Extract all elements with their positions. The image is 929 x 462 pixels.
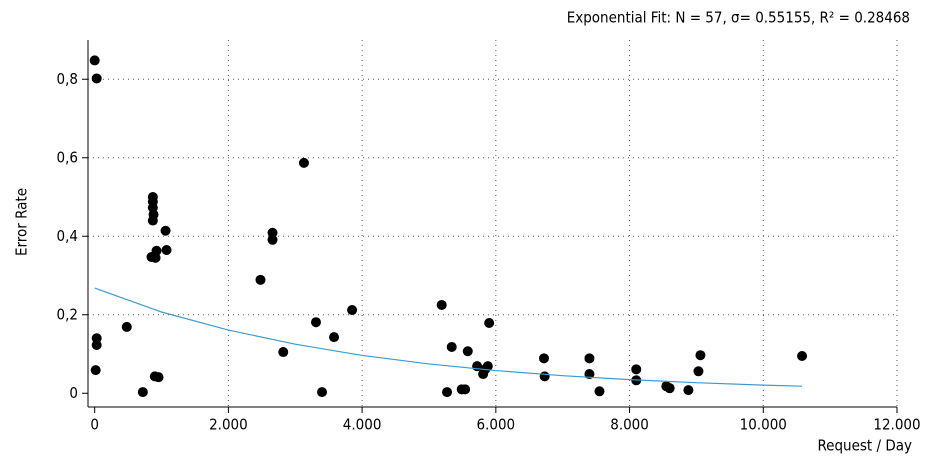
point bbox=[255, 274, 266, 285]
x-tick-label: 4.000 bbox=[343, 416, 382, 434]
point bbox=[91, 339, 102, 350]
x-tick-label: 0 bbox=[90, 416, 99, 434]
y-tick-label: 0,4 bbox=[57, 227, 78, 245]
chart-title: Exponential Fit: N = 57, σ= 0.55155, R² … bbox=[567, 9, 910, 27]
point bbox=[797, 350, 808, 361]
point bbox=[631, 364, 642, 375]
y-tick-label: 0,8 bbox=[57, 70, 78, 88]
point bbox=[460, 384, 471, 395]
point bbox=[329, 332, 340, 343]
y-tick-label: 0 bbox=[69, 384, 78, 402]
point bbox=[121, 321, 132, 332]
x-tick-label: 6.000 bbox=[477, 416, 516, 434]
point bbox=[462, 346, 473, 357]
point bbox=[695, 350, 706, 361]
point bbox=[664, 383, 675, 394]
point bbox=[90, 365, 101, 376]
point bbox=[693, 366, 704, 377]
point bbox=[317, 387, 328, 398]
y-tick-label: 0,6 bbox=[57, 148, 78, 166]
point bbox=[446, 341, 457, 352]
point bbox=[137, 387, 148, 398]
point bbox=[298, 157, 309, 168]
x-tick-label: 10.000 bbox=[740, 416, 787, 434]
point bbox=[147, 215, 158, 226]
point bbox=[347, 305, 358, 316]
point bbox=[161, 244, 172, 255]
point bbox=[484, 318, 495, 329]
point bbox=[91, 73, 102, 84]
point bbox=[683, 385, 694, 396]
x-tick-label: 12.000 bbox=[873, 416, 920, 434]
point bbox=[267, 227, 278, 238]
point bbox=[153, 372, 164, 383]
point bbox=[538, 353, 549, 364]
point bbox=[267, 234, 278, 245]
point bbox=[482, 361, 493, 372]
point bbox=[89, 55, 100, 66]
point bbox=[278, 347, 289, 358]
point bbox=[539, 371, 550, 382]
y-tick-label: 0,2 bbox=[57, 305, 78, 323]
y-axis-label: Error Rate bbox=[13, 188, 31, 256]
x-tick-label: 2.000 bbox=[209, 416, 248, 434]
point bbox=[160, 225, 171, 236]
point bbox=[436, 299, 447, 310]
x-tick-label: 8.000 bbox=[610, 416, 649, 434]
fit-line bbox=[94, 287, 803, 387]
point bbox=[442, 387, 453, 398]
point bbox=[594, 386, 605, 397]
point bbox=[310, 317, 321, 328]
point bbox=[584, 353, 595, 364]
point bbox=[150, 252, 161, 263]
x-axis-label: Request / Day bbox=[817, 437, 912, 455]
